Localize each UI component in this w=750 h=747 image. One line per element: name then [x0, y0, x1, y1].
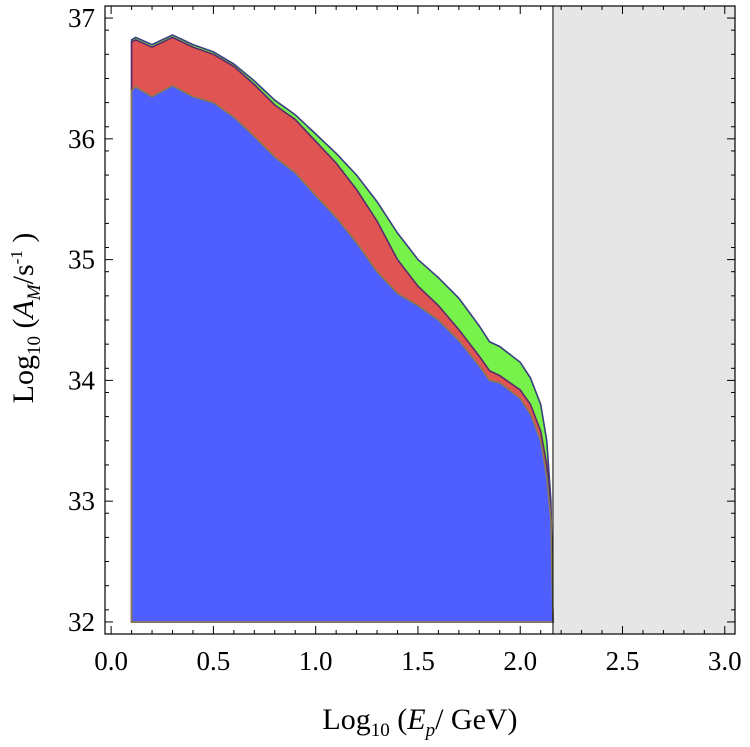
- series-area-3: [130, 84, 554, 623]
- x-tick-label: 1.0: [299, 646, 333, 676]
- ticks-layer: 0.0 0.5 1.0 1.5 2.0 2.5 3.0 32 33 34 35 36 37: [68, 3, 742, 676]
- x-tick-label: 2.5: [606, 646, 640, 676]
- y-tick-label: 32: [68, 607, 95, 637]
- x-axis-title: Log10 (Ep/ GeV): [322, 703, 517, 741]
- plot-frame: [104, 5, 736, 635]
- x-tick-label: 2.0: [503, 646, 537, 676]
- y-tick-label: 35: [68, 245, 95, 275]
- x-tick-label: 3.0: [708, 646, 742, 676]
- y-tick-label: 33: [68, 486, 95, 516]
- x-tick-label: 0.0: [94, 646, 128, 676]
- y-tick-label: 36: [68, 124, 95, 154]
- shaded-region: [552, 6, 735, 634]
- x-tick-label: 0.5: [197, 646, 231, 676]
- x-tick-label: 1.5: [401, 646, 435, 676]
- y-tick-label: 34: [68, 365, 96, 395]
- y-axis-title: Log10 (AM/s-1 ): [7, 233, 45, 404]
- series-layer: [130, 34, 554, 623]
- y-tick-label: 37: [68, 3, 95, 33]
